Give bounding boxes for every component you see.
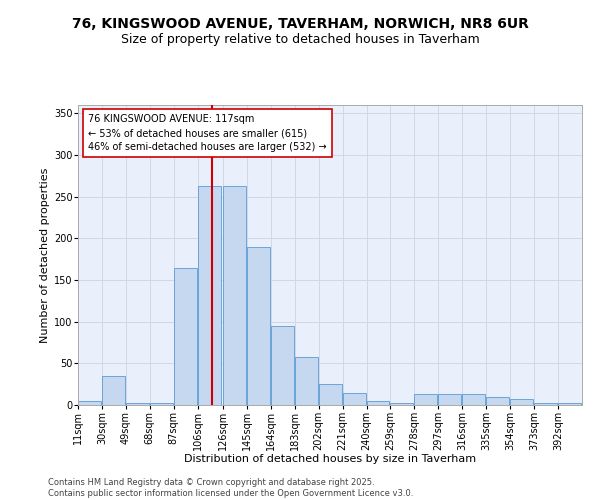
Bar [367, 401, 389, 405]
Bar [198, 186, 221, 405]
Bar [439, 394, 461, 405]
Text: Size of property relative to detached houses in Taverham: Size of property relative to detached ho… [121, 32, 479, 46]
Bar [558, 402, 581, 405]
Bar [295, 356, 317, 405]
Bar [126, 404, 149, 405]
Bar [102, 376, 125, 405]
Bar [343, 392, 365, 405]
Bar [463, 394, 485, 405]
X-axis label: Distribution of detached houses by size in Taverham: Distribution of detached houses by size … [184, 454, 476, 464]
Y-axis label: Number of detached properties: Number of detached properties [40, 168, 50, 342]
Text: 76 KINGSWOOD AVENUE: 117sqm
← 53% of detached houses are smaller (615)
46% of se: 76 KINGSWOOD AVENUE: 117sqm ← 53% of det… [88, 114, 327, 152]
Bar [247, 246, 270, 405]
Bar [415, 394, 437, 405]
Text: 76, KINGSWOOD AVENUE, TAVERHAM, NORWICH, NR8 6UR: 76, KINGSWOOD AVENUE, TAVERHAM, NORWICH,… [71, 18, 529, 32]
Bar [78, 401, 101, 405]
Bar [150, 404, 173, 405]
Bar [271, 326, 294, 405]
Text: Contains HM Land Registry data © Crown copyright and database right 2025.
Contai: Contains HM Land Registry data © Crown c… [48, 478, 413, 498]
Bar [534, 404, 557, 405]
Bar [486, 396, 509, 405]
Bar [391, 404, 413, 405]
Bar [174, 268, 197, 405]
Bar [510, 399, 533, 405]
Bar [223, 186, 246, 405]
Bar [319, 384, 341, 405]
